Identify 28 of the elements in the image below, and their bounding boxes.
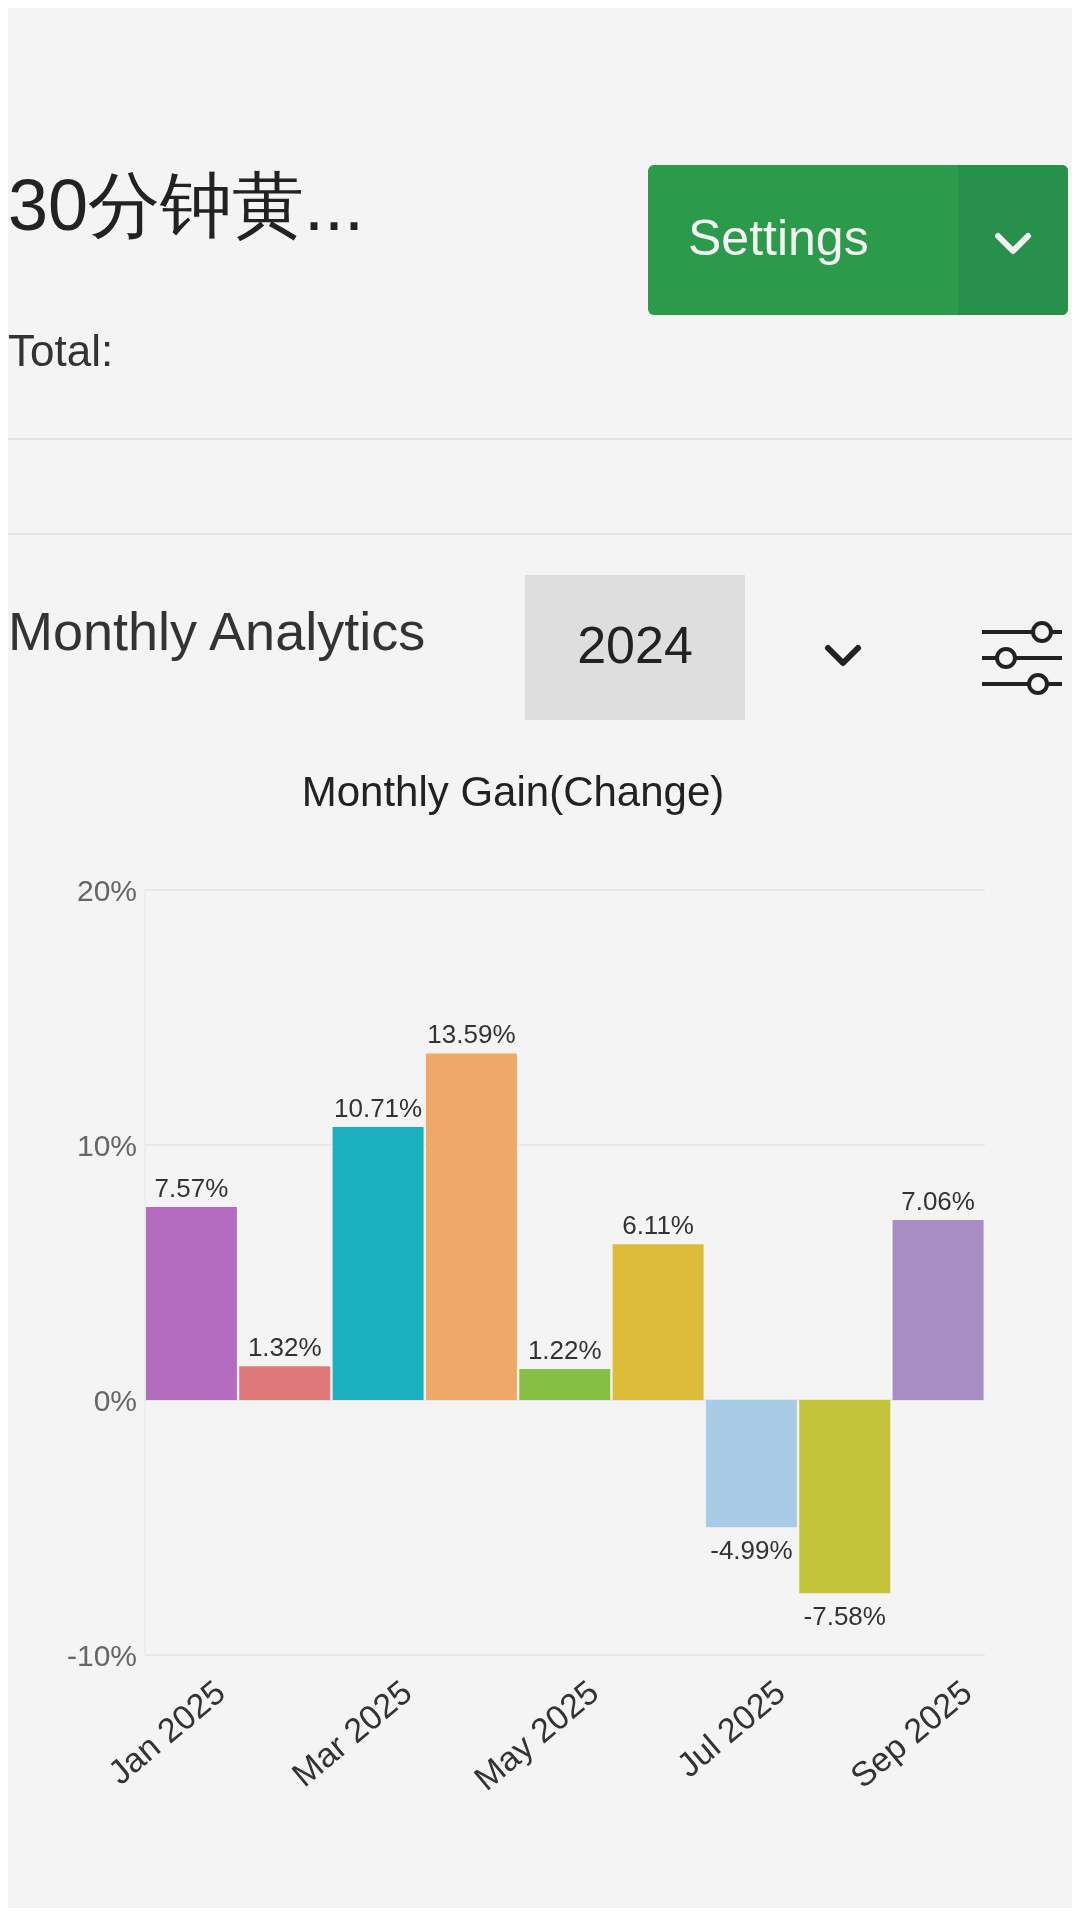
- text: Total:: [8, 326, 114, 376]
- text: Monthly Analytics: [8, 600, 426, 662]
- data-label: 13.59%: [427, 1019, 516, 1050]
- bar: [332, 1126, 424, 1400]
- y-tick-label: -10%: [66, 1638, 137, 1672]
- data-label: 10.71%: [334, 1092, 423, 1123]
- data-label: 7.57%: [154, 1172, 229, 1203]
- chart-title: Monthly Gain(Change): [300, 768, 726, 816]
- bar: [892, 1219, 984, 1400]
- bar: [519, 1368, 611, 1400]
- data-label: -7.58%: [803, 1601, 886, 1632]
- bar: [145, 1206, 237, 1400]
- bar: [425, 1053, 517, 1400]
- y-tick-label: 0%: [93, 1383, 137, 1417]
- data-label: 1.32%: [247, 1332, 322, 1363]
- y-tick-label: 10%: [76, 1128, 137, 1162]
- settings-button: Settings: [648, 165, 1068, 315]
- text: 30分钟黄...: [8, 164, 365, 247]
- bar: [239, 1366, 331, 1400]
- bar: [705, 1400, 797, 1528]
- year-select: 2024: [525, 575, 745, 720]
- data-label: 1.22%: [527, 1334, 602, 1365]
- bar: [612, 1244, 704, 1400]
- data-label: -4.99%: [710, 1535, 793, 1566]
- y-tick-label: 20%: [76, 873, 137, 907]
- data-label: 6.11%: [622, 1210, 694, 1241]
- data-label: 7.06%: [901, 1185, 975, 1216]
- bar: [799, 1400, 891, 1594]
